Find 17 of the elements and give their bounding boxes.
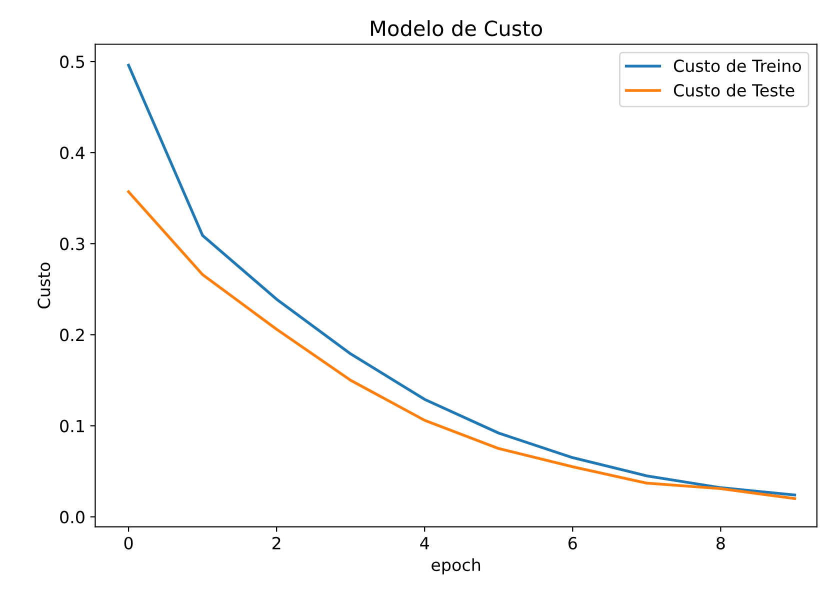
x-tick-label: 8	[716, 536, 725, 550]
legend-label: Custo de Teste	[674, 84, 794, 97]
legend-label: Custo de Treino	[674, 59, 801, 72]
x-axis-title: epoch	[432, 558, 480, 574]
y-tick-label: 0.0	[60, 510, 84, 524]
x-tick-label: 2	[272, 536, 280, 550]
chart-title: Modelo de Custo	[371, 20, 542, 36]
y-tick-label: 0.2	[60, 328, 84, 342]
y-tick-label: 0.3	[60, 238, 84, 250]
y-tick-label: 0.4	[60, 146, 85, 160]
y-axis-title: Custo	[38, 262, 50, 308]
x-tick-label: 4	[420, 537, 429, 550]
line-series	[127, 190, 796, 500]
y-tick-label: 0.1	[60, 420, 84, 432]
x-tick-label: 6	[568, 536, 577, 550]
x-tick-label: 0	[124, 536, 133, 550]
y-tick-label: 0.5	[60, 56, 84, 68]
